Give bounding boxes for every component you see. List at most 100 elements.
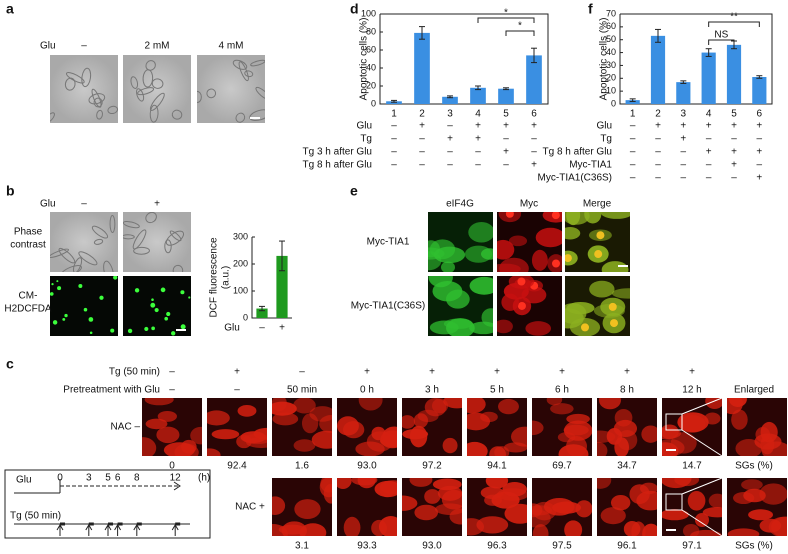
x-tick-label: 6: [757, 109, 763, 120]
condition-value: –: [731, 173, 737, 184]
cell: [575, 500, 592, 518]
cell: [727, 528, 760, 536]
cells: [497, 276, 552, 336]
cell: [110, 328, 115, 333]
cell: [249, 109, 265, 121]
condition-value: +: [680, 121, 686, 132]
cell: [127, 328, 133, 334]
cell: [733, 491, 755, 505]
condition-value: –: [706, 134, 712, 145]
cell: [93, 97, 103, 108]
cell: [499, 257, 529, 272]
timeline-tick: 6: [115, 473, 121, 484]
condition-value: –: [655, 147, 661, 158]
timeline-tick: 3: [86, 473, 92, 484]
micrograph: [123, 276, 191, 336]
cell: [469, 276, 493, 295]
timeline-box: [4, 469, 211, 539]
cell: [382, 426, 397, 447]
cell: [149, 92, 165, 111]
cells: [532, 497, 592, 536]
cell: [728, 398, 747, 407]
cell: [166, 311, 171, 317]
condition-value: +: [503, 121, 509, 132]
cell: [165, 230, 185, 246]
micrograph: [428, 212, 493, 272]
cell: [137, 87, 155, 96]
cell: [64, 313, 68, 318]
cell: [440, 261, 456, 272]
cell: [145, 60, 156, 71]
cell: [89, 331, 93, 335]
timeline-tick: 12: [170, 473, 182, 484]
cell: [180, 290, 185, 295]
cells: [142, 398, 202, 456]
cell: [759, 483, 787, 505]
cells: [428, 276, 493, 336]
axis: [379, 13, 549, 105]
cell: [566, 212, 581, 226]
cell: [91, 225, 109, 239]
micrograph: [272, 478, 332, 536]
cell: [708, 493, 722, 508]
cell: [748, 509, 774, 521]
timeline-tick: 5: [105, 473, 111, 484]
x-tick-label: 4: [475, 109, 481, 120]
condition-value: +: [655, 121, 661, 132]
significance-bracket: [708, 39, 735, 45]
cell: [371, 426, 386, 441]
cell: [52, 320, 58, 325]
bar: [276, 255, 288, 318]
micrograph: [727, 398, 787, 456]
error-bar: [503, 87, 509, 91]
panel-label: e: [350, 183, 358, 199]
cell: [78, 251, 98, 266]
condition-value: –: [681, 147, 687, 158]
condition-label: 50 min: [287, 385, 317, 396]
micrograph: [197, 55, 265, 123]
micrograph: [123, 55, 191, 123]
x-tick-label: 5: [503, 109, 509, 120]
condition-value: +: [706, 121, 712, 132]
cell: [91, 88, 102, 108]
column-header: Enlarged: [734, 385, 774, 396]
condition-value: –: [731, 134, 737, 145]
bar: [256, 308, 268, 318]
cell: [639, 482, 657, 495]
micrograph: [123, 212, 191, 272]
bar: [498, 88, 514, 104]
condition-value: –: [655, 134, 661, 145]
bar: [470, 87, 486, 104]
nucleus: [608, 302, 617, 311]
nucleus: [581, 323, 590, 332]
timeline-label: Tg (50 min): [10, 511, 61, 522]
micrograph: [662, 478, 722, 536]
bar: [726, 44, 742, 104]
row-label: H2DCFDA: [4, 304, 52, 315]
cell: [374, 480, 397, 498]
micrograph: [497, 276, 562, 336]
cell: [476, 516, 509, 534]
condition-label: +: [624, 367, 630, 378]
y-tick-label: 200: [233, 258, 248, 268]
condition-value: +: [706, 147, 712, 158]
micrograph: [142, 398, 202, 456]
cell: [469, 321, 493, 335]
cells: [467, 398, 527, 456]
cell: [62, 317, 66, 321]
panel-label: b: [6, 183, 15, 199]
row-label: Tg (50 min): [109, 367, 160, 378]
cell: [323, 483, 332, 504]
condition-value: +: [756, 173, 762, 184]
x-tick-label: +: [279, 323, 285, 334]
cell: [600, 507, 626, 525]
sg-value: 3.1: [295, 541, 309, 552]
cell: [309, 406, 332, 422]
condition-label: 8 h: [620, 385, 634, 396]
y-tick-label: 80: [366, 26, 376, 36]
cell: [150, 302, 156, 308]
cell: [662, 439, 685, 456]
y-axis-label: Apoptotic cells (%): [359, 18, 370, 101]
treatment-label: Glu: [40, 199, 56, 210]
x-tick-label: –: [259, 323, 265, 334]
